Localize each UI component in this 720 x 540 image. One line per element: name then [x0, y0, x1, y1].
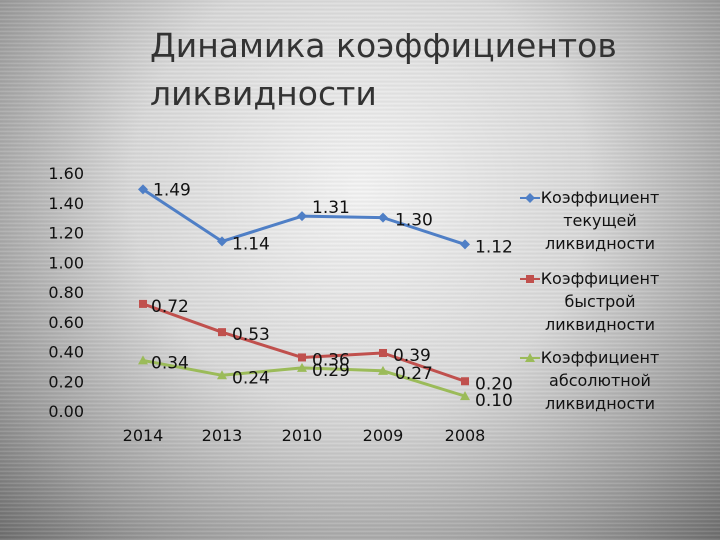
legend-entry: Коэффициент	[541, 269, 660, 288]
legend-marker	[525, 353, 535, 362]
data-point	[460, 239, 470, 250]
x-tick-label: 2013	[202, 426, 243, 445]
data-point	[138, 355, 148, 365]
x-tick-label: 2009	[363, 426, 404, 445]
data-point	[378, 365, 388, 375]
data-label: 0.53	[232, 325, 270, 345]
legend-entry: ликвидности	[545, 234, 655, 253]
y-tick-label: 1.40	[48, 194, 84, 213]
chart-title-line-2: ликвидности	[150, 74, 377, 113]
y-tick-label: 0.20	[48, 372, 84, 391]
data-label: 0.10	[475, 391, 513, 411]
data-label: 1.12	[475, 237, 513, 257]
data-label: 0.36	[312, 350, 350, 370]
data-point	[461, 377, 469, 386]
legend-entry: Коэффициент	[541, 348, 660, 367]
legend-marker	[525, 193, 535, 203]
data-label: 0.20	[475, 374, 513, 394]
data-label: 0.34	[151, 353, 189, 373]
data-label: 0.27	[395, 364, 433, 384]
chart-title-line-1: Динамика коэффициентов	[150, 26, 617, 65]
data-label: 0.39	[393, 346, 431, 366]
legend-entry: ликвидности	[545, 315, 655, 334]
data-point	[297, 362, 307, 372]
data-point	[297, 211, 307, 222]
data-point	[138, 184, 148, 195]
y-tick-label: 1.00	[48, 253, 84, 272]
chart-title: Динамика коэффициентов ликвидности	[150, 22, 670, 118]
legend-entry: текущей	[563, 211, 637, 230]
legend-entry: ликвидности	[545, 394, 655, 413]
legend-entry: Коэффициент	[541, 188, 660, 207]
data-label: 1.31	[312, 198, 350, 218]
y-tick-label: 1.60	[48, 164, 84, 183]
data-label: 1.30	[395, 211, 433, 231]
x-tick-label: 2010	[282, 426, 323, 445]
legend-marker	[526, 275, 534, 283]
legend-entry: быстрой	[565, 292, 636, 311]
y-tick-label: 0.00	[48, 402, 84, 421]
y-tick-label: 1.20	[48, 224, 84, 243]
data-point	[460, 391, 470, 401]
data-label: 0.29	[312, 361, 350, 381]
data-label: 1.14	[232, 234, 270, 254]
data-label: 0.24	[232, 368, 270, 388]
data-point	[298, 353, 306, 362]
y-tick-label: 0.40	[48, 343, 84, 362]
data-point	[217, 370, 227, 380]
x-tick-label: 2014	[123, 426, 164, 445]
y-tick-label: 0.60	[48, 313, 84, 332]
data-point	[139, 299, 147, 308]
y-tick-label: 0.80	[48, 283, 84, 302]
data-point	[379, 348, 387, 357]
legend-entry: абсолютной	[549, 371, 651, 390]
data-point	[217, 236, 227, 247]
data-point	[218, 328, 226, 337]
data-label: 0.72	[151, 297, 189, 317]
data-point	[378, 212, 388, 223]
data-label: 1.49	[153, 180, 191, 200]
x-tick-label: 2008	[445, 426, 486, 445]
